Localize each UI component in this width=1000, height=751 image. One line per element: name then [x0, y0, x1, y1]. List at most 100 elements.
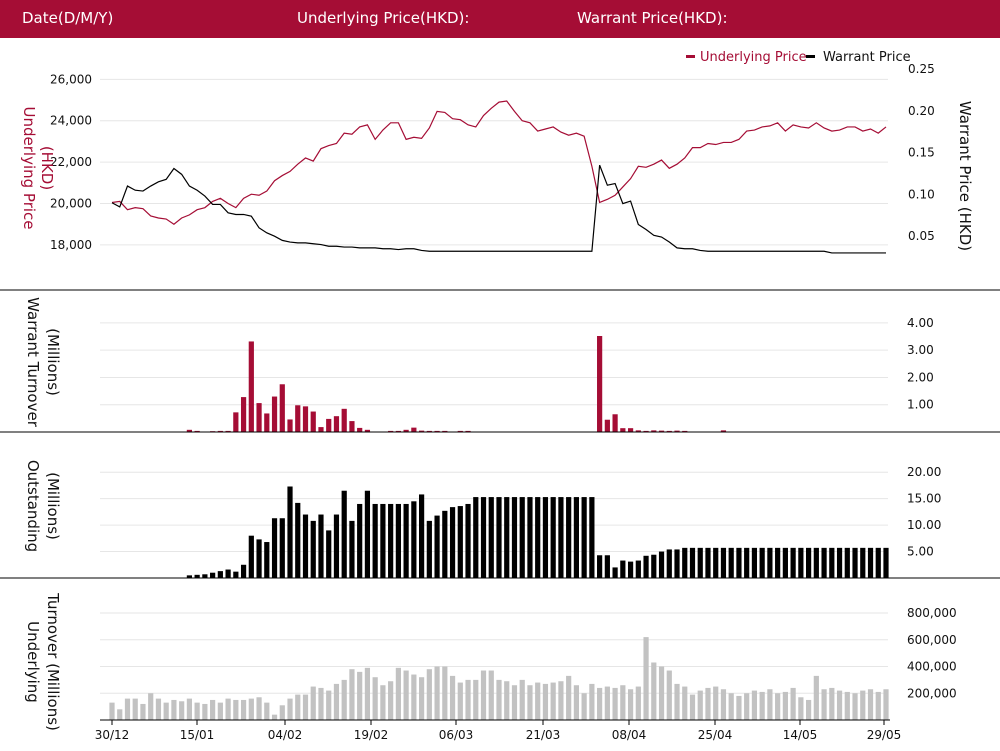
- outstanding-bar: [419, 494, 425, 578]
- right-tick-label: 0.20: [908, 104, 935, 118]
- underlying-turnover-bar: [333, 683, 340, 720]
- outstanding-bar: [751, 547, 758, 578]
- warrant-turnover-bar: [264, 413, 270, 432]
- outstanding-bar: [736, 547, 742, 578]
- outstanding-bar: [271, 518, 278, 578]
- underlying-turnover-bar: [875, 691, 881, 720]
- underlying-turnover-tick-label: 600,000: [907, 633, 957, 647]
- outstanding-bar: [620, 560, 626, 578]
- warrant-turnover-bar: [326, 418, 332, 432]
- outstanding-bar: [844, 547, 850, 578]
- warrant-turnover-bar: [465, 430, 471, 432]
- outstanding-bar: [658, 551, 665, 578]
- underlying-turnover-bar: [620, 685, 626, 720]
- outstanding-bar: [566, 497, 572, 578]
- underlying-turnover-bar: [357, 671, 363, 720]
- warrant-turnover-bar: [620, 428, 626, 432]
- legend-swatch-warrant: [806, 55, 815, 58]
- warrant-turnover-bar: [658, 430, 665, 432]
- outstanding-bar: [256, 539, 262, 578]
- warrant-turnover-bar: [627, 428, 634, 432]
- date-label: Date(D/M/Y): [22, 9, 114, 27]
- outstanding-bar: [689, 547, 696, 578]
- warrant-turnover-bar: [720, 430, 727, 432]
- underlying-turnover-bar: [775, 693, 781, 720]
- underlying-turnover-bar: [179, 701, 185, 720]
- right-tick-label: 0.15: [908, 146, 935, 160]
- outstanding-bar: [798, 547, 804, 578]
- outstanding-bar: [867, 547, 874, 578]
- outstanding-bar: [504, 497, 510, 578]
- x-tick-label: 04/02: [268, 728, 303, 742]
- outstanding-bar: [357, 503, 363, 578]
- left-tick-label: 26,000: [50, 72, 92, 86]
- right-axis-title: Warrant Price (HKD): [956, 101, 974, 251]
- underlying-turnover-bar: [682, 686, 688, 720]
- outstanding-bar: [349, 520, 355, 578]
- outstanding-bar: [496, 497, 502, 578]
- warrant-turnover-bar: [357, 427, 363, 432]
- underlying-turnover-bar: [697, 690, 703, 720]
- underlying-turnover-bar: [302, 694, 309, 720]
- outstanding-bar: [449, 507, 456, 578]
- outstanding-bar: [875, 547, 881, 578]
- underlying-turnover-bar: [349, 669, 355, 720]
- outstanding-bar: [457, 506, 463, 578]
- underlying-turnover-bar: [542, 683, 549, 720]
- warrant-turnover-bar: [457, 430, 463, 432]
- warrant-turnover-bar: [318, 427, 324, 432]
- underlying-turnover-bar: [635, 686, 641, 720]
- underlying-turnover-bar: [643, 637, 649, 720]
- underlying-turnover-bar: [829, 687, 835, 720]
- underlying-price-line: [111, 100, 887, 225]
- underlying-turnover-bar: [380, 685, 386, 720]
- underlying-turnover-bar: [744, 693, 750, 720]
- outstanding-bar: [682, 547, 688, 578]
- outstanding-bar: [380, 503, 386, 578]
- left-tick-label: 20,000: [50, 197, 92, 211]
- outstanding-bar: [473, 497, 479, 578]
- outstanding-bar: [411, 501, 417, 578]
- underlying-turnover-bar: [728, 693, 734, 720]
- warrant-price-line: [111, 164, 886, 254]
- underlying-turnover-bar: [844, 691, 850, 720]
- outstanding-bar: [395, 503, 401, 578]
- outstanding-bar: [573, 497, 579, 578]
- warrant-turnover-bar: [240, 397, 247, 432]
- underlying-turnover-bar: [860, 690, 866, 720]
- outstanding-bar: [883, 547, 889, 578]
- x-tick-label: 15/01: [180, 728, 215, 742]
- underlying-turnover-bar: [806, 699, 812, 720]
- outstanding-bar: [635, 560, 641, 578]
- outstanding-bar: [813, 547, 819, 578]
- warrant-turnover-bar: [302, 406, 309, 432]
- underlying-turnover-bar: [883, 689, 889, 720]
- warrant-turnover-tick-label: 4.00: [907, 316, 934, 330]
- outstanding-bar: [697, 547, 703, 578]
- underlying-turnover-bar: [550, 682, 556, 720]
- outstanding-bar: [581, 497, 587, 578]
- underlying-turnover-bar: [109, 702, 115, 720]
- warrant-turnover-bar: [426, 430, 432, 432]
- left-tick-label: 18,000: [50, 238, 92, 252]
- underlying-turnover-bar: [627, 689, 634, 720]
- underlying-turnover-bar: [558, 681, 564, 720]
- right-tick-label: 0.25: [908, 62, 935, 76]
- outstanding-bar: [217, 571, 223, 578]
- underlying-turnover-bar: [666, 670, 672, 720]
- outstanding-bar: [775, 547, 781, 578]
- underlying-turnover-bar: [132, 698, 138, 720]
- underlying-turnover-bar: [248, 698, 254, 720]
- x-tick-label: 06/03: [439, 728, 474, 742]
- underlying-turnover-bar: [271, 714, 278, 720]
- outstanding-bar: [782, 547, 788, 578]
- warrant-price-label: Warrant Price(HKD):: [577, 9, 728, 27]
- underlying-turnover-bar: [341, 679, 347, 720]
- outstanding-bar: [333, 514, 340, 578]
- underlying-turnover-bar: [163, 702, 169, 720]
- outstanding-bar: [364, 490, 371, 578]
- outstanding-axis-title: Outstanding (Millions): [24, 460, 62, 552]
- outstanding-bar: [527, 497, 533, 578]
- outstanding-bar: [434, 515, 440, 578]
- warrant-turnover-bar: [217, 430, 223, 432]
